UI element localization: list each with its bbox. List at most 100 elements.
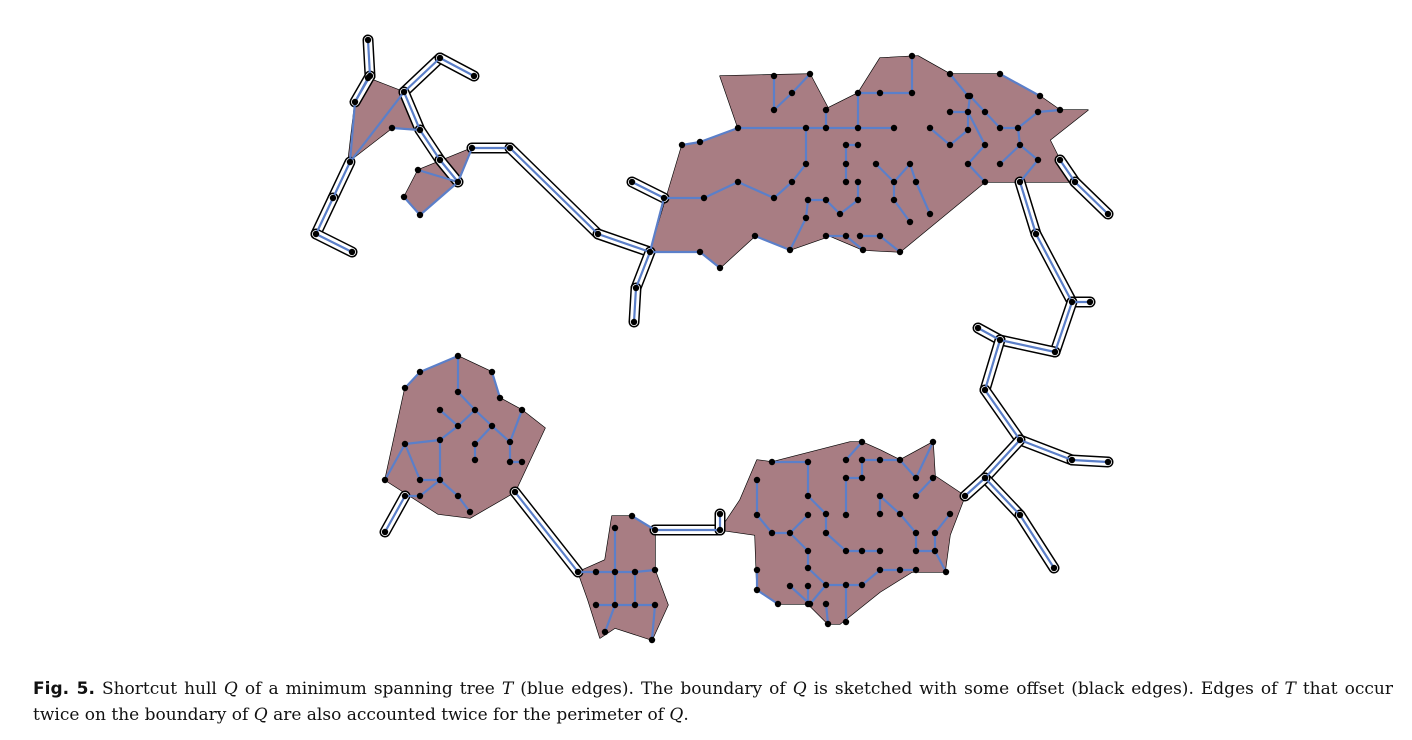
tree-node <box>912 547 920 555</box>
tree-edge <box>418 180 460 217</box>
tree-node <box>768 529 776 537</box>
tree-node <box>802 214 810 222</box>
tree-edge <box>998 338 1057 354</box>
tree-node <box>842 232 850 240</box>
tree-node <box>770 72 778 80</box>
tree-edge <box>1018 143 1040 162</box>
tree-edge <box>513 490 580 574</box>
tree-edge <box>314 196 335 236</box>
tree-node <box>912 492 920 500</box>
tree-node <box>1068 298 1076 306</box>
tree-node <box>964 92 972 100</box>
tree-node <box>678 141 686 149</box>
tree-node <box>842 474 850 482</box>
tree-node <box>628 178 636 186</box>
tree-node <box>946 141 954 149</box>
tree-node <box>401 440 409 448</box>
tree-node <box>929 474 937 482</box>
hull-region <box>385 356 545 518</box>
caption-math-q: Q <box>223 679 238 699</box>
tree-node <box>1034 108 1042 116</box>
tree-node <box>1016 436 1024 444</box>
tree-node <box>1034 156 1042 164</box>
tree-node <box>842 547 850 555</box>
caption-text-5: that occur twice on the boundary of <box>33 679 1393 725</box>
tree-node <box>364 74 372 82</box>
tree-node <box>842 581 850 589</box>
caption-math-q: Q <box>792 679 807 699</box>
tree-edge <box>402 195 422 217</box>
tree-node <box>929 438 937 446</box>
tree-node <box>329 194 337 202</box>
hull-region <box>404 148 472 215</box>
tree-node <box>388 124 396 132</box>
tree-node <box>518 406 526 414</box>
tree-node <box>436 156 444 164</box>
tree-edge <box>418 354 460 374</box>
caption-math-q: Q <box>669 705 684 725</box>
tree-edge <box>353 76 370 104</box>
tree-edge <box>998 143 1022 166</box>
tree-node <box>592 568 600 576</box>
tree-node <box>753 476 761 484</box>
tree-node <box>842 618 850 626</box>
tree-node <box>734 124 742 132</box>
tree-edge <box>790 72 812 95</box>
tree-edge <box>948 128 970 147</box>
tree-node <box>876 492 884 500</box>
caption-text-3: (blue edges). The boundary of <box>513 679 793 699</box>
tree-node <box>660 194 668 202</box>
tree-edge <box>456 390 477 412</box>
tree-edge <box>966 162 987 184</box>
tree-node <box>611 524 619 532</box>
tree-edge <box>331 160 352 200</box>
tree-node <box>876 547 884 555</box>
tree-node <box>908 89 916 97</box>
tree-edge <box>983 388 1022 442</box>
tree-node <box>912 474 920 482</box>
tree-node <box>630 318 638 326</box>
tree-node <box>822 600 830 608</box>
tree-node <box>436 54 444 62</box>
tree-node <box>594 230 602 238</box>
tree-edge <box>403 442 422 482</box>
tree-node <box>890 124 898 132</box>
tree-edge <box>914 180 932 216</box>
tree-node <box>716 510 724 518</box>
tree-node <box>876 566 884 574</box>
tree-node <box>751 232 759 240</box>
tree-node <box>981 386 989 394</box>
caption-math-t: T <box>501 679 514 699</box>
tree-edge <box>633 568 657 574</box>
tree-edge <box>1018 438 1074 462</box>
tree-node <box>786 582 794 590</box>
tree-edge <box>966 110 987 147</box>
hull-region <box>578 516 668 640</box>
tree-edge <box>838 198 860 216</box>
tree-node <box>926 210 934 218</box>
tree-node <box>753 511 761 519</box>
tree-node <box>804 582 812 590</box>
tree-node <box>648 636 656 644</box>
tree-node <box>468 144 476 152</box>
tree-edge <box>933 549 948 574</box>
tree-node <box>631 568 639 576</box>
tree-node <box>471 406 479 414</box>
tree-edge <box>1053 300 1074 354</box>
tree-edge <box>806 494 828 516</box>
tree-edge <box>438 56 476 78</box>
tree-edge <box>632 286 638 324</box>
tree-edge <box>698 126 740 144</box>
tree-edge <box>596 232 652 254</box>
tree-node <box>716 264 724 272</box>
tree-node <box>964 108 972 116</box>
tree-edge <box>1034 232 1074 304</box>
tree-node <box>611 601 619 609</box>
tree-node <box>506 458 514 466</box>
caption-text-6: are also accounted twice for the perimet… <box>267 705 670 725</box>
tree-node <box>1104 210 1112 218</box>
tree-node <box>774 600 782 608</box>
tree-node <box>804 492 812 500</box>
tree-node <box>842 160 850 168</box>
tree-edge <box>963 476 987 498</box>
